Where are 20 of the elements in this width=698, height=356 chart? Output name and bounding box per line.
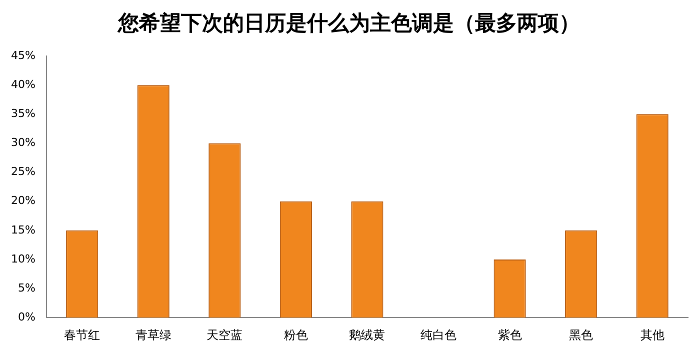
y-tick-label: 15% [10, 223, 36, 236]
x-tick-label: 鹅绒黄 [349, 328, 386, 342]
y-tick-label: 40% [10, 78, 36, 91]
y-tick-label: 20% [10, 194, 36, 208]
x-tick-label: 粉色 [284, 328, 308, 342]
y-tick-label: 25% [10, 165, 36, 178]
y-tick-label: 45% [10, 48, 36, 62]
y-tick-label: 10% [10, 252, 36, 266]
x-tick-label: 天空蓝 [206, 328, 243, 342]
x-tick-label: 青草绿 [135, 328, 172, 342]
x-tick-label: 紫色 [498, 328, 522, 342]
y-tick-label: 5% [18, 281, 36, 294]
x-tick-label: 黑色 [569, 328, 594, 342]
x-tick-label: 其他 [640, 328, 664, 342]
chart-title: 您希望下次的日历是什么为主色调是（最多两项） [116, 9, 581, 37]
x-tick-label: 春节红 [64, 328, 100, 342]
y-tick-label: 0% [18, 310, 36, 324]
y-tick-label: 35% [10, 106, 36, 120]
y-tick-label: 30% [10, 136, 36, 150]
x-tick-label: 纯白色 [420, 328, 457, 342]
